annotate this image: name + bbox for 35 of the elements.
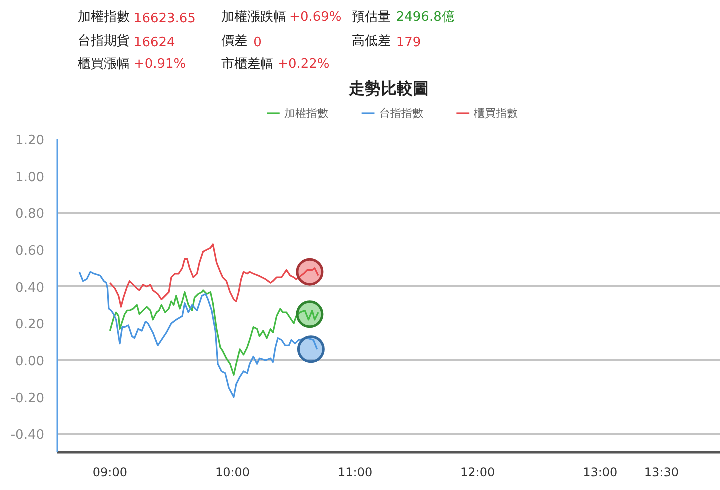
text: +0.69% — [290, 10, 342, 25]
text: 2496.8億 — [396, 10, 455, 25]
y-tick-label: 0.00 — [16, 354, 45, 370]
text: 預估量 — [352, 10, 392, 25]
text: +0.22% — [278, 57, 330, 72]
x-tick-label: 12:00 — [460, 466, 496, 480]
y-tick-label: 0.20 — [16, 318, 45, 333]
x-tick-label: 13:00 — [583, 466, 618, 480]
y-tick-label: 0.60 — [16, 244, 45, 259]
text: 市櫃差幅 — [221, 57, 274, 72]
text: 179 — [396, 36, 422, 50]
text: 16623.65 — [134, 12, 196, 26]
legend-label: 加權指數 — [284, 107, 328, 120]
y-tick-label: 1.20 — [16, 134, 45, 148]
text: 加權指數 — [78, 10, 130, 25]
text: 0 — [254, 36, 262, 50]
y-tick-label: -0.40 — [10, 428, 45, 444]
legend-label: 櫃買指數 — [474, 107, 518, 120]
x-tick-label: 11:00 — [338, 466, 373, 480]
y-tick-label: 0.80 — [16, 207, 45, 222]
text: 櫃買漲幅 — [78, 57, 130, 72]
legend-label: 台指指數 — [379, 107, 424, 120]
text: 台指期貨 — [78, 34, 130, 49]
x-tick-label: 09:00 — [92, 466, 128, 480]
x-tick-label: 10:00 — [215, 466, 250, 480]
text: 價差 — [221, 34, 248, 49]
y-tick-label: 0.40 — [16, 280, 45, 296]
chart-title: 走勢比較圖 — [348, 79, 429, 98]
text: 加權漲跌幅 — [221, 10, 286, 25]
text: 16624 — [134, 36, 176, 50]
text: +0.91% — [134, 57, 186, 72]
y-tick-label: 1.00 — [16, 170, 45, 186]
text: 高低差 — [352, 33, 392, 49]
x-tick-label: 13:30 — [644, 466, 679, 480]
y-tick-label: -0.20 — [10, 391, 45, 406]
